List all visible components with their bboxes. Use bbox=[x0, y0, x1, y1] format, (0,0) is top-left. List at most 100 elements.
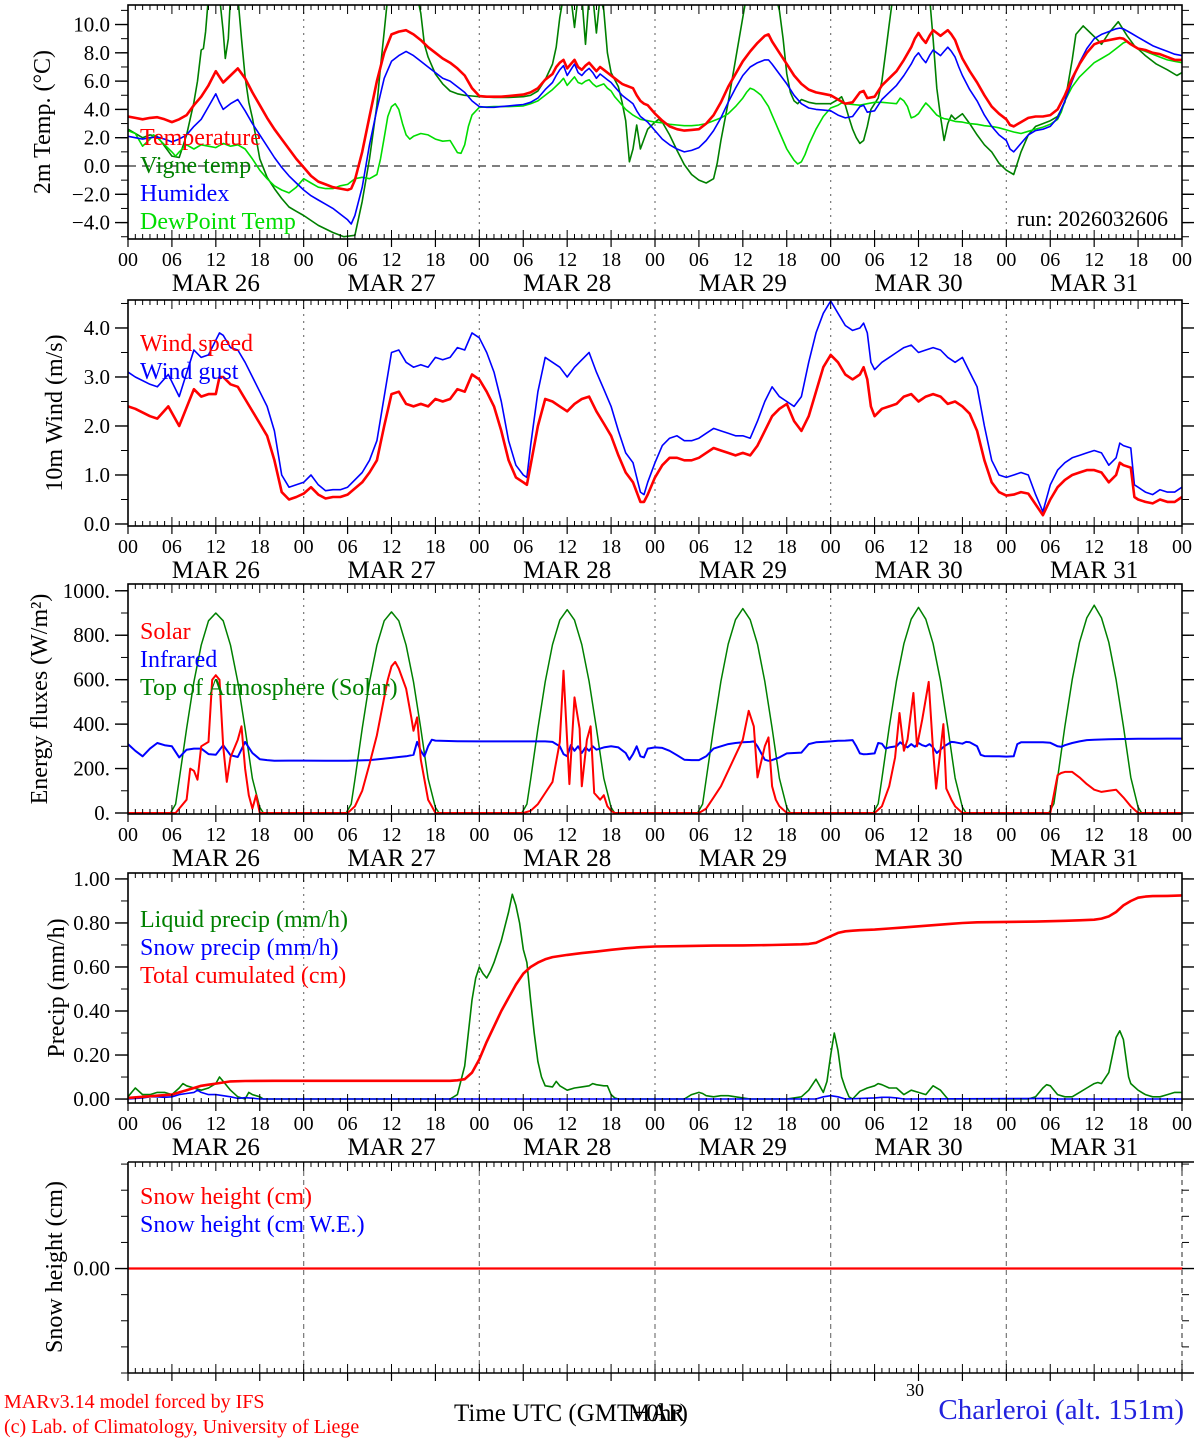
svg-text:12: 12 bbox=[557, 824, 577, 846]
svg-text:12: 12 bbox=[1084, 1113, 1104, 1135]
svg-text:18: 18 bbox=[425, 824, 445, 846]
svg-text:18: 18 bbox=[1128, 824, 1148, 846]
svg-text:12: 12 bbox=[206, 824, 226, 846]
svg-text:18: 18 bbox=[777, 536, 797, 558]
svg-text:06: 06 bbox=[338, 1113, 358, 1135]
svg-text:12: 12 bbox=[206, 536, 226, 558]
svg-text:MAR 26: MAR 26 bbox=[172, 557, 260, 584]
svg-text:4.0: 4.0 bbox=[84, 97, 110, 121]
svg-text:0.0: 0.0 bbox=[84, 512, 110, 536]
svg-text:06: 06 bbox=[162, 536, 182, 558]
legend-item: Temperature bbox=[140, 125, 261, 151]
svg-text:18: 18 bbox=[250, 824, 270, 846]
svg-text:00: 00 bbox=[118, 1113, 138, 1135]
svg-text:2.0: 2.0 bbox=[84, 414, 110, 438]
svg-text:00: 00 bbox=[996, 536, 1016, 558]
svg-text:18: 18 bbox=[425, 1113, 445, 1135]
svg-text:12: 12 bbox=[1084, 536, 1104, 558]
svg-text:18: 18 bbox=[601, 536, 621, 558]
legend-precip-panel: Liquid precip (mm/h) Snow precip (mm/h) To… bbox=[140, 906, 348, 990]
legend-item: Vigne temp bbox=[140, 153, 252, 179]
svg-text:12: 12 bbox=[557, 536, 577, 558]
svg-text:200.: 200. bbox=[73, 757, 110, 781]
svg-text:06: 06 bbox=[338, 824, 358, 846]
svg-text:06: 06 bbox=[162, 249, 182, 271]
svg-text:06: 06 bbox=[338, 249, 358, 271]
svg-text:00: 00 bbox=[294, 1113, 314, 1135]
svg-text:1000.: 1000. bbox=[63, 579, 110, 603]
y-axis-title-wind: 10m Wind (m/s) bbox=[42, 334, 68, 492]
svg-text:12: 12 bbox=[733, 1113, 753, 1135]
svg-text:MAR 30: MAR 30 bbox=[874, 845, 962, 872]
svg-text:MAR 29: MAR 29 bbox=[699, 557, 787, 584]
svg-text:MAR 29: MAR 29 bbox=[699, 1134, 787, 1161]
svg-text:MAR 30: MAR 30 bbox=[874, 1134, 962, 1161]
svg-text:00: 00 bbox=[294, 824, 314, 846]
svg-text:1.0: 1.0 bbox=[84, 463, 110, 487]
svg-text:800.: 800. bbox=[73, 623, 110, 647]
svg-text:18: 18 bbox=[952, 536, 972, 558]
svg-text:06: 06 bbox=[689, 536, 709, 558]
svg-text:18: 18 bbox=[601, 824, 621, 846]
svg-text:00: 00 bbox=[821, 1113, 841, 1135]
svg-text:18: 18 bbox=[1128, 1113, 1148, 1135]
legend-item: Infrared bbox=[140, 647, 218, 673]
footer-model-line: MARv3.14 model forced by IFS bbox=[4, 1391, 265, 1413]
svg-text:00: 00 bbox=[821, 249, 841, 271]
svg-text:MAR 26: MAR 26 bbox=[172, 270, 260, 297]
svg-text:00: 00 bbox=[118, 536, 138, 558]
svg-text:12: 12 bbox=[382, 1113, 402, 1135]
svg-text:00: 00 bbox=[996, 249, 1016, 271]
svg-text:0.00: 0.00 bbox=[73, 1087, 110, 1111]
svg-text:MAR 31: MAR 31 bbox=[1050, 845, 1138, 872]
svg-text:4.0: 4.0 bbox=[84, 316, 110, 340]
svg-text:06: 06 bbox=[338, 536, 358, 558]
svg-text:18: 18 bbox=[1128, 249, 1148, 271]
legend-flux-panel: Solar Infrared Top of Atmosphere (Solar) bbox=[140, 618, 398, 702]
svg-text:18: 18 bbox=[601, 1113, 621, 1135]
svg-text:12: 12 bbox=[382, 536, 402, 558]
svg-text:−2.0: −2.0 bbox=[72, 182, 110, 206]
svg-text:12: 12 bbox=[733, 824, 753, 846]
legend-temp-panel: Temperature Vigne temp Humidex DewPoint Tem… bbox=[140, 124, 296, 236]
svg-text:18: 18 bbox=[250, 1113, 270, 1135]
svg-text:18: 18 bbox=[777, 1113, 797, 1135]
svg-text:18: 18 bbox=[777, 249, 797, 271]
stray-day-number: 30 bbox=[906, 1380, 924, 1400]
svg-text:18: 18 bbox=[250, 536, 270, 558]
svg-text:06: 06 bbox=[865, 824, 885, 846]
svg-text:MAR 27: MAR 27 bbox=[347, 1134, 435, 1161]
svg-text:00: 00 bbox=[996, 1113, 1016, 1135]
legend-item: Snow precip (mm/h) bbox=[140, 935, 339, 961]
svg-text:18: 18 bbox=[1128, 536, 1148, 558]
svg-text:MAR 28: MAR 28 bbox=[523, 270, 611, 297]
svg-text:06: 06 bbox=[865, 536, 885, 558]
svg-text:MAR 30: MAR 30 bbox=[874, 270, 962, 297]
svg-text:MAR 31: MAR 31 bbox=[1050, 270, 1138, 297]
svg-text:1.00: 1.00 bbox=[73, 867, 110, 891]
svg-text:06: 06 bbox=[689, 249, 709, 271]
svg-text:06: 06 bbox=[162, 1113, 182, 1135]
svg-text:MAR 26: MAR 26 bbox=[172, 1134, 260, 1161]
svg-text:MAR 31: MAR 31 bbox=[1050, 557, 1138, 584]
svg-text:18: 18 bbox=[250, 249, 270, 271]
svg-text:00: 00 bbox=[1172, 249, 1192, 271]
svg-text:12: 12 bbox=[733, 536, 753, 558]
legend-item: Wind gust bbox=[140, 359, 239, 385]
legend-item: DewPoint Temp bbox=[140, 209, 296, 235]
svg-text:00: 00 bbox=[645, 1113, 665, 1135]
svg-text:0.20: 0.20 bbox=[73, 1043, 110, 1067]
svg-text:06: 06 bbox=[513, 1113, 533, 1135]
svg-text:MAR 28: MAR 28 bbox=[523, 557, 611, 584]
svg-text:18: 18 bbox=[425, 536, 445, 558]
svg-text:0.: 0. bbox=[94, 801, 110, 825]
svg-text:MAR 29: MAR 29 bbox=[699, 270, 787, 297]
svg-text:MAR 26: MAR 26 bbox=[172, 845, 260, 872]
svg-text:06: 06 bbox=[513, 536, 533, 558]
run-label: run: 2026032606 bbox=[1017, 206, 1168, 231]
svg-text:06: 06 bbox=[689, 1113, 709, 1135]
svg-text:12: 12 bbox=[909, 536, 929, 558]
svg-text:18: 18 bbox=[952, 1113, 972, 1135]
